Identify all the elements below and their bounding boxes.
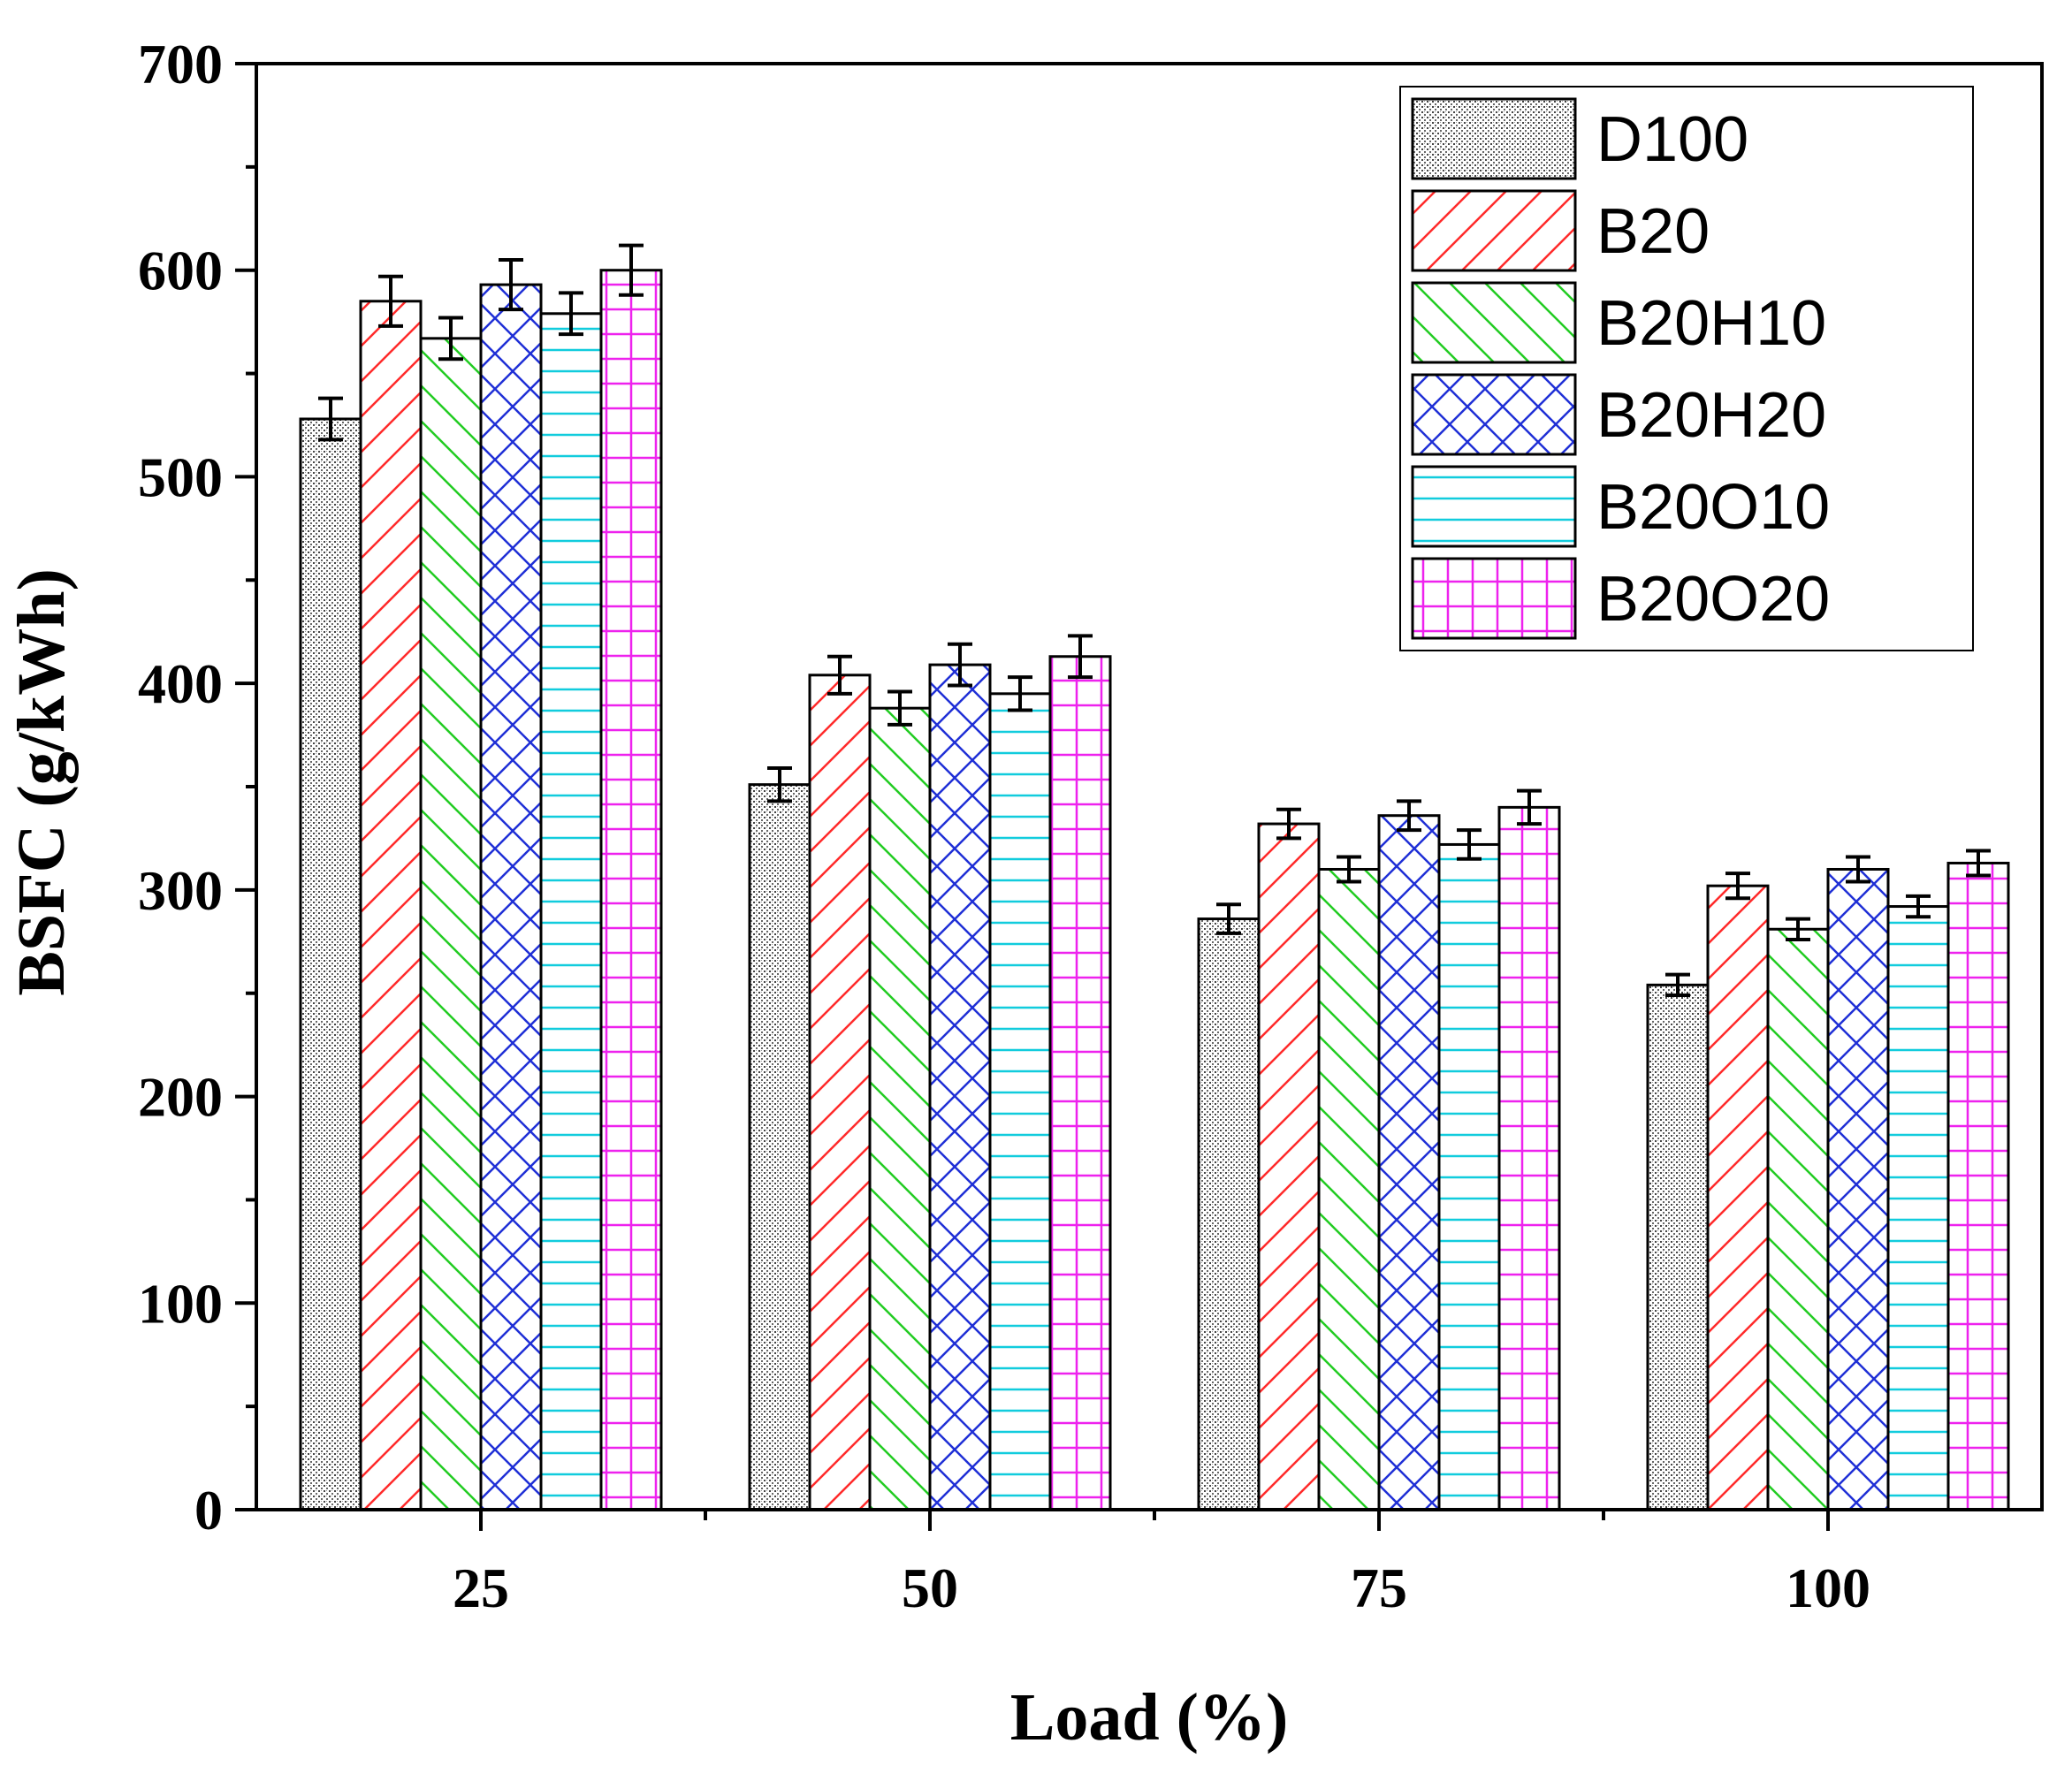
bar-b20h10-50 bbox=[868, 706, 932, 1511]
y-tick-label: 400 bbox=[138, 652, 223, 715]
error-bar-b20o20-25 bbox=[619, 243, 644, 297]
error-bar-b20h20-75 bbox=[1397, 799, 1421, 833]
error-bar-b20h10-25 bbox=[438, 316, 463, 362]
error-bar-d100-75 bbox=[1216, 902, 1241, 935]
bar-d100-25 bbox=[299, 417, 362, 1511]
error-bar-b20o20-50 bbox=[1068, 634, 1093, 680]
legend-swatch bbox=[1411, 189, 1577, 272]
bar-d100-100 bbox=[1646, 983, 1710, 1511]
bar-b20h20-50 bbox=[928, 663, 992, 1511]
x-tick-label: 100 bbox=[1786, 1557, 1870, 1619]
error-bar-b20h20-25 bbox=[499, 258, 523, 312]
x-tick-label: 25 bbox=[453, 1557, 509, 1619]
bar-b20h10-100 bbox=[1766, 927, 1830, 1511]
x-tick-label: 50 bbox=[902, 1557, 958, 1619]
bar-b20o10-25 bbox=[539, 312, 603, 1511]
legend-item-b20o10: B20O10 bbox=[1411, 465, 1830, 548]
legend-item-b20: B20 bbox=[1411, 189, 1710, 272]
legend-swatch bbox=[1411, 97, 1577, 180]
legend-swatch bbox=[1411, 373, 1577, 456]
bar-b20h20-100 bbox=[1826, 867, 1890, 1511]
x-tick-label: 75 bbox=[1351, 1557, 1407, 1619]
bar-b20-50 bbox=[808, 674, 872, 1511]
bar-b20o20-50 bbox=[1048, 655, 1112, 1511]
error-bar-b20h10-75 bbox=[1337, 855, 1361, 884]
legend-label: B20H20 bbox=[1596, 380, 1826, 451]
legend-item-b20h10: B20H10 bbox=[1411, 281, 1826, 364]
bar-b20-25 bbox=[359, 300, 423, 1511]
error-bar-b20o10-50 bbox=[1008, 675, 1032, 712]
error-bar-b20o10-100 bbox=[1906, 894, 1931, 919]
y-tick-label: 200 bbox=[138, 1066, 223, 1129]
error-bar-b20o10-75 bbox=[1457, 828, 1482, 861]
error-bar-b20h10-50 bbox=[887, 689, 912, 727]
legend-item-b20o20: B20O20 bbox=[1411, 557, 1830, 640]
legend-item-b20h20: B20H20 bbox=[1411, 373, 1826, 456]
bar-d100-75 bbox=[1197, 917, 1261, 1511]
error-bar-b20-75 bbox=[1276, 807, 1301, 841]
bar-b20o20-75 bbox=[1497, 805, 1561, 1511]
bar-b20h20-25 bbox=[479, 283, 543, 1511]
y-tick-label: 600 bbox=[138, 240, 223, 302]
error-bar-b20-100 bbox=[1725, 872, 1750, 901]
error-bar-b20h10-100 bbox=[1786, 917, 1810, 941]
bar-b20h10-25 bbox=[419, 337, 483, 1511]
legend-swatch bbox=[1411, 557, 1577, 640]
error-bar-d100-50 bbox=[767, 765, 792, 803]
bar-b20h10-75 bbox=[1317, 867, 1381, 1511]
y-tick-label: 0 bbox=[194, 1479, 223, 1541]
error-bar-d100-100 bbox=[1665, 972, 1690, 998]
bar-b20h20-75 bbox=[1377, 814, 1441, 1511]
legend-box bbox=[1399, 86, 1974, 651]
x-axis-title: Load (%) bbox=[1010, 1680, 1289, 1755]
error-bar-b20o20-100 bbox=[1966, 849, 1991, 878]
y-tick-label: 300 bbox=[138, 859, 223, 922]
legend-item-d100: D100 bbox=[1411, 97, 1748, 180]
bar-b20o10-75 bbox=[1437, 842, 1501, 1511]
y-tick-label: 100 bbox=[138, 1272, 223, 1335]
legend-label: D100 bbox=[1596, 104, 1748, 175]
y-tick-label: 700 bbox=[138, 33, 223, 95]
bar-b20-75 bbox=[1257, 822, 1321, 1511]
bar-b20-100 bbox=[1706, 884, 1770, 1511]
legend-label: B20 bbox=[1596, 196, 1710, 267]
error-bar-d100-25 bbox=[318, 396, 343, 442]
bar-b20o20-100 bbox=[1946, 861, 2010, 1511]
bar-d100-50 bbox=[748, 783, 811, 1511]
y-axis-title: BSFC (g/kWh) bbox=[4, 568, 79, 996]
bar-b20o10-100 bbox=[1886, 905, 1950, 1511]
y-tick-label: 500 bbox=[138, 445, 223, 508]
bar-b20o10-50 bbox=[988, 692, 1052, 1511]
error-bar-b20h20-50 bbox=[948, 642, 972, 688]
legend-label: B20H10 bbox=[1596, 288, 1826, 359]
error-bar-b20-50 bbox=[827, 654, 852, 696]
bar-b20o20-25 bbox=[599, 269, 663, 1511]
legend-label: B20O10 bbox=[1596, 472, 1830, 543]
legend-swatch bbox=[1411, 281, 1577, 364]
error-bar-b20o10-25 bbox=[559, 291, 583, 337]
error-bar-b20-25 bbox=[378, 274, 403, 328]
legend-label: B20O20 bbox=[1596, 564, 1830, 635]
legend-swatch bbox=[1411, 465, 1577, 548]
error-bar-b20h20-100 bbox=[1846, 855, 1870, 884]
error-bar-b20o20-75 bbox=[1517, 788, 1542, 826]
